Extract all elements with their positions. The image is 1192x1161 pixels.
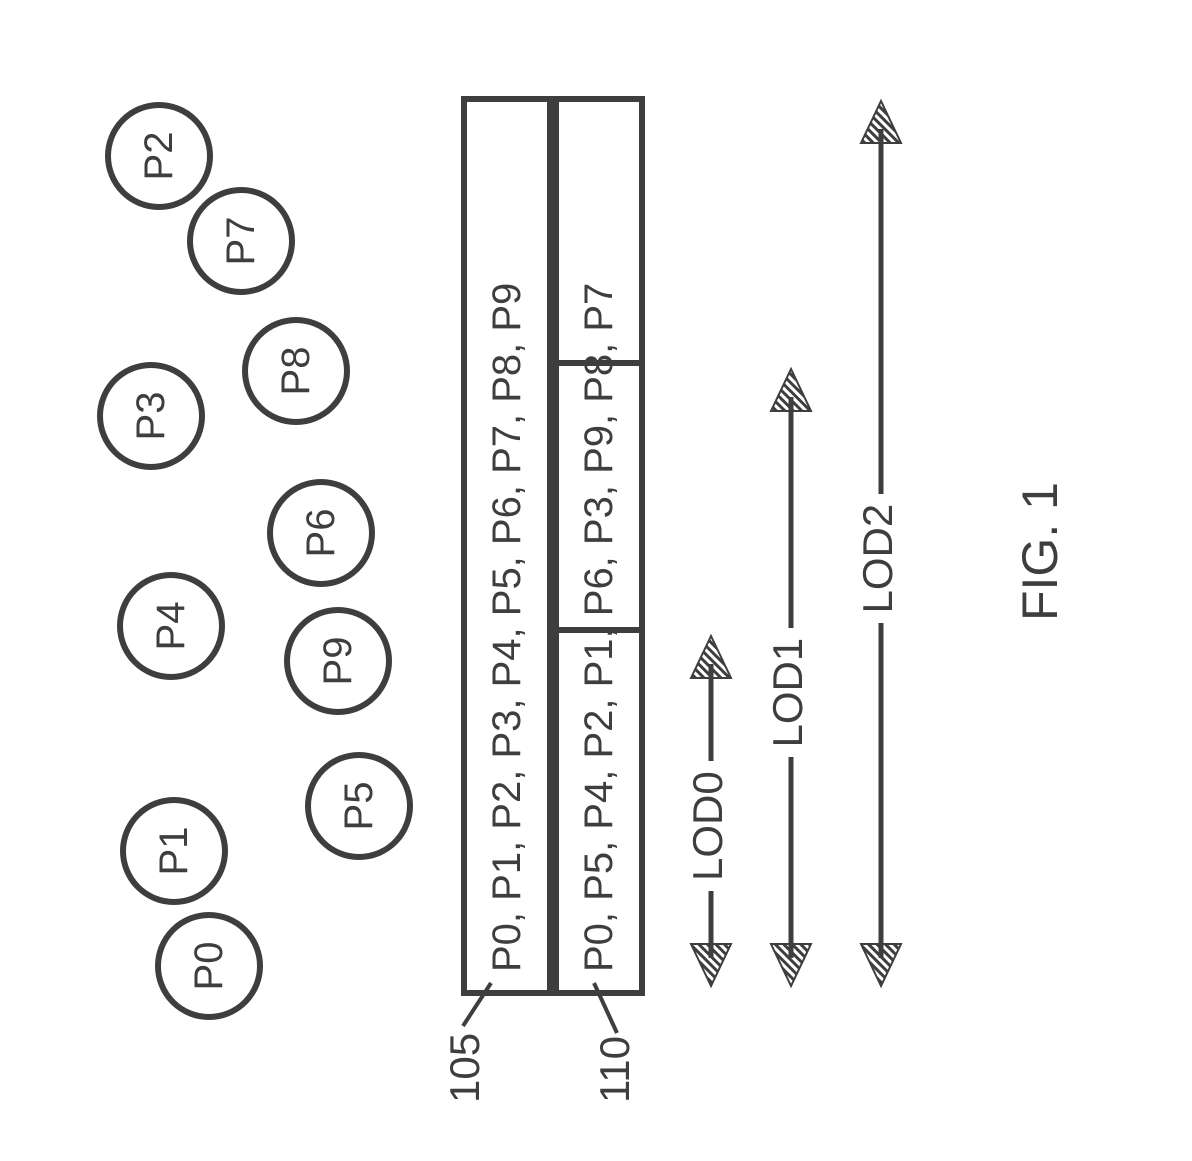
row-original: P0, P1, P2, P3, P4, P5, P6, P7, P8, P9 [461, 96, 553, 996]
lod2-label: LOD2 [854, 494, 902, 624]
node-p0: P0 [155, 912, 263, 1020]
callout-105-label: 105 [441, 1033, 489, 1103]
node-label: P9 [316, 637, 361, 686]
node-p3: P3 [97, 362, 205, 470]
node-p2: P2 [105, 102, 213, 210]
row-original-text: P0, P1, P2, P3, P4, P5, P6, P7, P8, P9 [485, 283, 530, 972]
node-p4: P4 [117, 572, 225, 680]
node-p6: P6 [267, 479, 375, 587]
node-label: P4 [149, 602, 194, 651]
node-p8: P8 [242, 317, 350, 425]
node-label: P5 [337, 782, 382, 831]
node-label: P3 [129, 392, 174, 441]
node-p7: P7 [187, 187, 295, 295]
node-p5: P5 [305, 752, 413, 860]
row-reordered-divider-0 [559, 627, 639, 633]
lod1-label: LOD1 [764, 628, 812, 758]
node-label: P1 [152, 827, 197, 876]
row-reordered-divider-1 [559, 360, 639, 366]
node-label: P0 [187, 942, 232, 991]
callout-110-label: 110 [591, 1036, 639, 1103]
node-label: P2 [137, 132, 182, 181]
figure-label: FIG. 1 [1011, 482, 1069, 621]
node-p1: P1 [120, 797, 228, 905]
node-label: P7 [219, 217, 264, 266]
node-label: P6 [299, 509, 344, 558]
node-label: P8 [274, 347, 319, 396]
node-p9: P9 [284, 607, 392, 715]
lod0-label: LOD0 [684, 761, 732, 891]
row-reordered: P0, P5, P4, P2, P1, P6, P3, P9, P8, P7 [553, 96, 645, 996]
